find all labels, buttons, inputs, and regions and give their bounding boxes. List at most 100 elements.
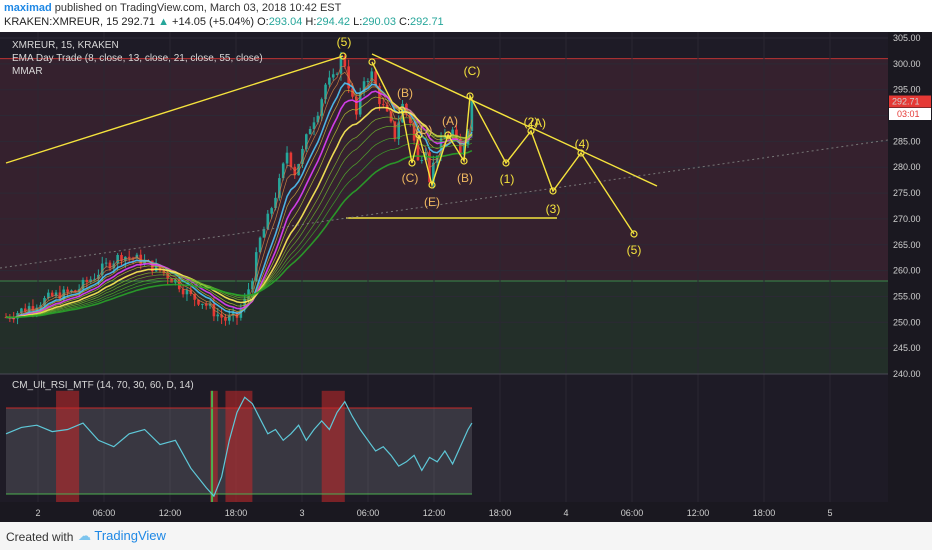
time-tick-label: 12:00: [687, 508, 710, 518]
wave-point: [466, 92, 474, 100]
candle-body: [281, 163, 285, 179]
wave-point: [630, 230, 638, 238]
candle-body: [197, 299, 200, 305]
candle-body: [116, 254, 119, 264]
publish-text: published on TradingView.com, March 03, …: [54, 2, 342, 14]
candle-body: [139, 254, 143, 265]
ema-layer: [5, 66, 473, 319]
ema-55-line: [5, 149, 473, 319]
candle-body: [204, 303, 208, 306]
wave-point: [460, 157, 468, 165]
price-tick-label: 255.00: [893, 291, 921, 301]
candle-body: [316, 115, 320, 123]
candle-body: [328, 77, 331, 85]
candle-body: [216, 314, 220, 317]
candle-body: [289, 152, 293, 167]
candle-body: [54, 292, 58, 296]
price-tick-label: 285.00: [893, 136, 921, 146]
candle-body: [31, 306, 35, 311]
candle-body: [455, 129, 458, 139]
candle-body: [451, 129, 454, 136]
candle-body: [89, 279, 92, 283]
candle-body: [247, 289, 250, 299]
candle-body: [389, 111, 393, 122]
author-link[interactable]: maximad: [4, 2, 52, 14]
wave-trendline-down: [371, 53, 658, 187]
price-tick-label: 295.00: [893, 85, 921, 95]
time-tick-label: 18:00: [225, 508, 248, 518]
wave-projection-label: (5): [627, 243, 642, 257]
wave-projection-label: (2): [524, 115, 539, 129]
price-tick-label: 260.00: [893, 266, 921, 276]
candle-body: [324, 84, 327, 100]
candle-body: [462, 144, 466, 155]
rsi-pane: 7060504030: [5, 390, 905, 503]
close-value: 292.71: [410, 16, 444, 28]
candle-body: [420, 159, 424, 161]
candle-body: [278, 178, 281, 198]
wave-point: [415, 131, 423, 139]
time-tick-label: 2: [35, 508, 40, 518]
candle-body: [416, 140, 420, 161]
candle-body: [154, 264, 158, 272]
candle-body: [166, 273, 169, 279]
chart-area[interactable]: (5) (B) (D) (A) (C) (E) (C) (A) (B) (1) (2) (3) (4) (…: [0, 32, 932, 522]
rsi-marker: [211, 390, 214, 503]
wave-point: [428, 181, 436, 189]
wave-point: [444, 131, 452, 139]
wave-label: (B): [457, 171, 473, 185]
legend-ema: EMA Day Trade (8, close, 13, close, 21, …: [12, 53, 263, 64]
open-label: O:: [257, 16, 269, 28]
rsi-overbought-zone: [321, 390, 345, 503]
time-tick-label: 06:00: [357, 508, 380, 518]
candle-body: [393, 121, 397, 140]
candle-body: [312, 122, 316, 130]
price-badge-value: 292.71: [892, 97, 920, 107]
candle-body: [435, 155, 439, 163]
low-value: 290.03: [362, 16, 396, 28]
ema-26-line: [5, 116, 473, 318]
open-value: 293.04: [268, 16, 303, 28]
wave-point: [398, 106, 406, 114]
ema-21-line: [5, 106, 473, 319]
rsi-overbought-zone: [210, 390, 218, 503]
candle-body: [301, 148, 304, 164]
wave-point: [339, 52, 347, 60]
candle-body: [251, 280, 254, 290]
last-price: 292.71: [121, 16, 156, 28]
symbol-label[interactable]: KRAKEN:XMREUR, 15: [4, 16, 119, 28]
candle-body: [20, 308, 23, 313]
time-tick-label: 4: [563, 508, 568, 518]
candle-body: [112, 263, 116, 269]
candle-body: [224, 317, 227, 321]
candle-body: [459, 138, 462, 155]
ema-5-line: [5, 71, 473, 319]
candle-body: [243, 298, 246, 309]
candle-body: [108, 262, 112, 269]
candle-body: [258, 237, 262, 253]
price-tick-label: 270.00: [893, 214, 921, 224]
change-arrow-icon: ▲: [158, 16, 169, 28]
candle-body: [201, 303, 204, 305]
change-value: +14.05 (+5.04%): [172, 16, 254, 28]
candle-body: [412, 122, 416, 141]
wave-annotations: (5) (B) (D) (A) (C) (E) (C) (A) (B) (1) (2) (3) (4) (…: [0, 35, 889, 269]
time-tick-label: 12:00: [159, 508, 182, 518]
candle-body: [470, 101, 474, 131]
candle-body: [97, 274, 100, 279]
candle-body: [85, 279, 89, 283]
footer-bar: Created with ☁ TradingView: [0, 522, 932, 550]
candle-body: [285, 152, 289, 164]
close-label: C:: [399, 16, 411, 28]
price-badge: 292.71 03:01: [889, 95, 931, 120]
wave-label: (D): [416, 123, 433, 137]
time-tick-label: 5: [827, 508, 832, 518]
candle-body: [343, 56, 347, 67]
price-tick-label: 240.00: [893, 369, 921, 379]
time-axis[interactable]: [0, 502, 888, 522]
tradingview-logo[interactable]: ☁ TradingView: [78, 528, 166, 544]
candle-body: [220, 314, 223, 318]
candle-body: [305, 134, 308, 149]
candle-body: [70, 290, 73, 292]
candle-body: [320, 99, 323, 116]
